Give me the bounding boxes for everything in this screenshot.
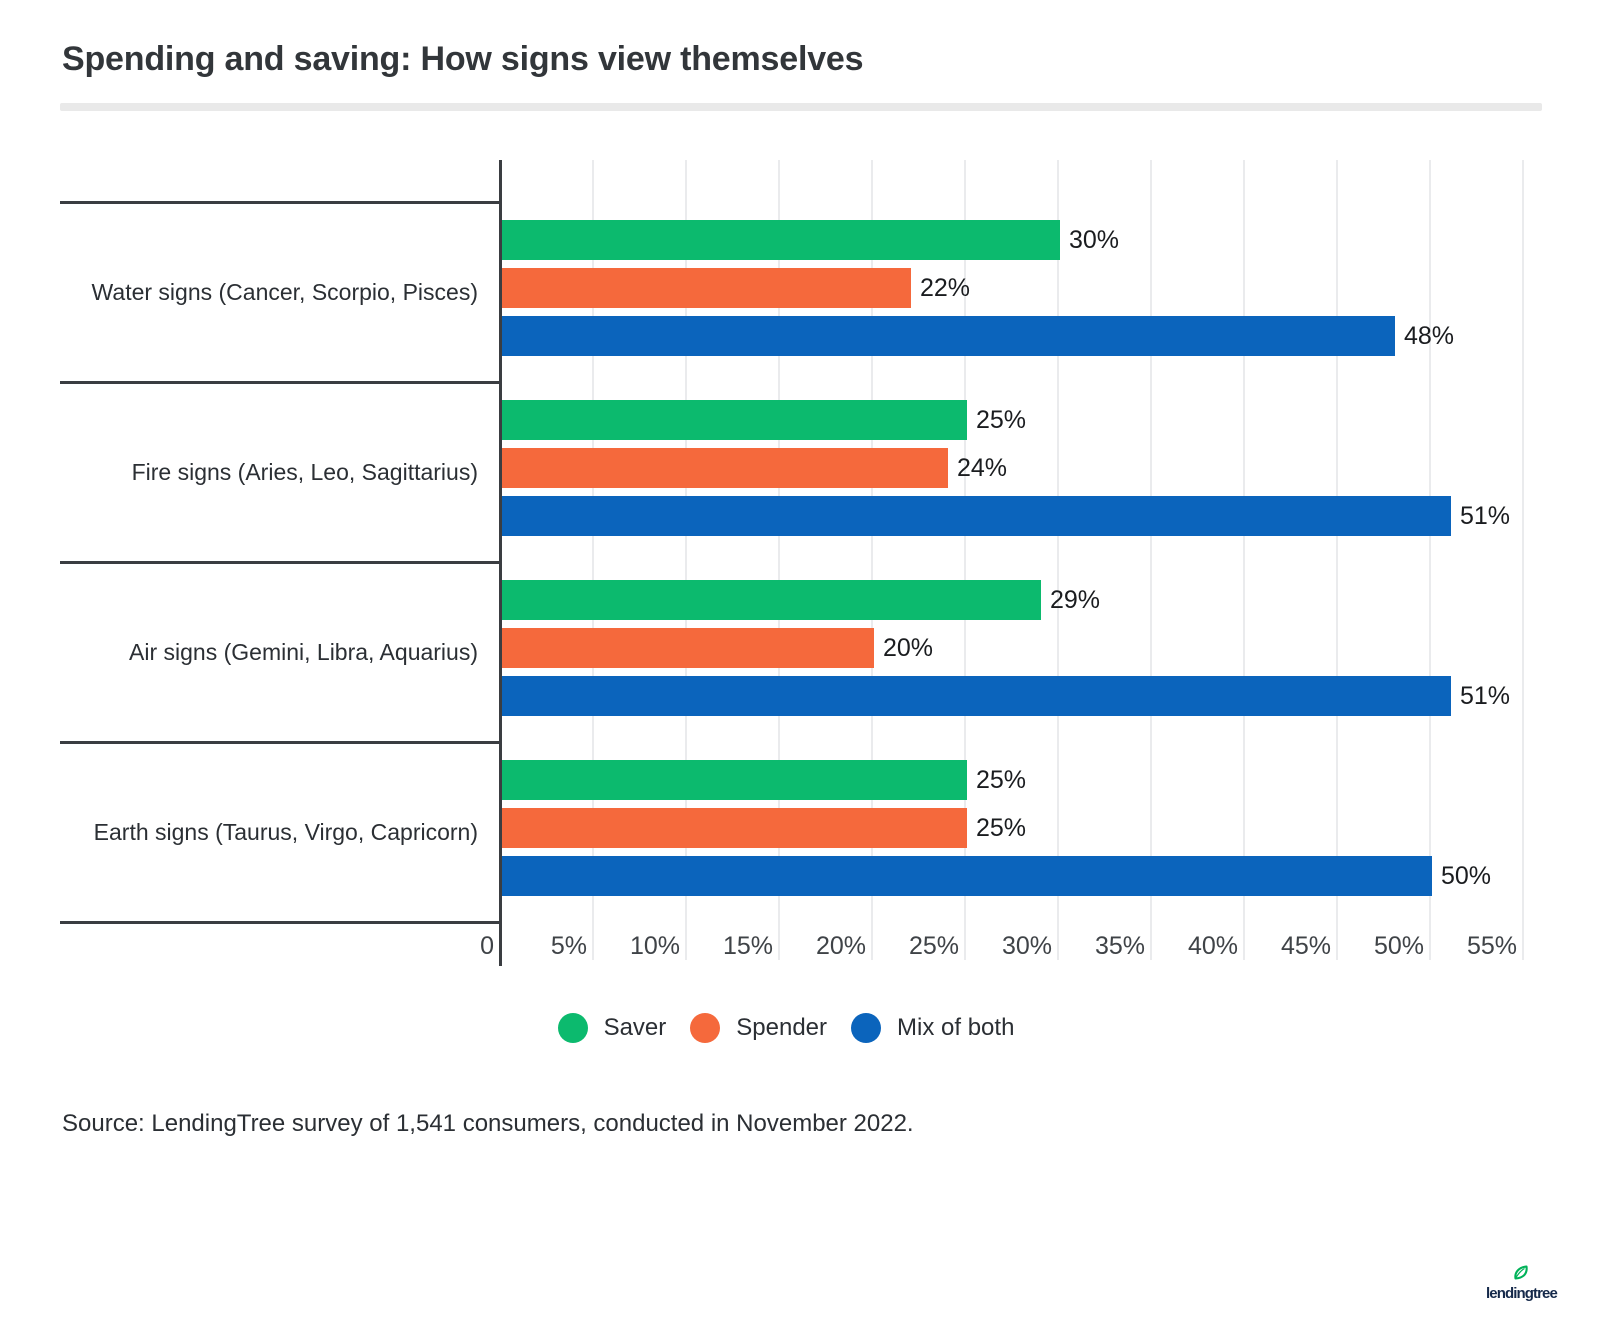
gridline [1522, 160, 1524, 960]
bar-value-label: 25% [976, 813, 1027, 842]
x-tick-label: 20% [815, 932, 866, 960]
gridline [964, 160, 966, 960]
y-axis-line [499, 160, 502, 966]
grouped-bar-chart: Water signs (Cancer, Scorpio, Pisces) 30%… [60, 150, 1600, 985]
title-divider [60, 103, 1542, 111]
gridline [1243, 160, 1245, 960]
legend-item: Spender [690, 1013, 827, 1043]
gridline [778, 160, 780, 960]
source-note: Source: LendingTree survey of 1,541 cons… [62, 1110, 914, 1137]
bar-value-label: 20% [883, 633, 934, 662]
bar-mix-of-both [502, 856, 1432, 896]
bar-value-label: 30% [1069, 225, 1120, 254]
row-divider [60, 201, 500, 204]
legend-dot-icon [690, 1013, 721, 1043]
row-divider [60, 381, 500, 384]
legend-label: Mix of both [897, 1014, 1015, 1041]
bar-spender [502, 808, 967, 848]
category-label: Fire signs (Aries, Leo, Sagittarius) [131, 458, 478, 485]
bar-saver [502, 580, 1041, 620]
gridline [1336, 160, 1338, 960]
gridline [592, 160, 594, 960]
bar-mix-of-both [502, 496, 1451, 536]
x-tick-label: 50% [1373, 932, 1424, 960]
bar-value-label: 24% [957, 453, 1008, 482]
bar-value-label: 51% [1460, 681, 1511, 710]
bar-saver [502, 400, 967, 440]
x-tick-label: 15% [722, 932, 773, 960]
gridline [1057, 160, 1059, 960]
gridline [685, 160, 687, 960]
bar-value-label: 51% [1460, 501, 1511, 530]
legend-dot-icon [557, 1013, 588, 1043]
bar-value-label: 48% [1404, 321, 1455, 350]
lendingtree-logo: lendingtree [1486, 1262, 1576, 1312]
category-label: Earth signs (Taurus, Virgo, Capricorn) [93, 818, 478, 845]
bar-value-label: 22% [920, 273, 971, 302]
row-divider [60, 741, 500, 744]
bar-mix-of-both [502, 316, 1395, 356]
bar-mix-of-both [502, 676, 1451, 716]
row-divider [60, 561, 500, 564]
chart-title: Spending and saving: How signs view them… [62, 40, 864, 78]
bar-value-label: 29% [1050, 585, 1101, 614]
bar-spender [502, 448, 948, 488]
x-tick-label: 0 [480, 932, 494, 960]
bar-value-label: 50% [1441, 861, 1492, 890]
bar-spender [502, 628, 874, 668]
bar-spender [502, 268, 911, 308]
logo-text: lendingtree [1486, 1285, 1558, 1302]
x-tick-label: 30% [1001, 932, 1052, 960]
x-tick-label: 55% [1466, 932, 1517, 960]
bar-value-label: 25% [976, 765, 1027, 794]
x-tick-label: 10% [629, 932, 680, 960]
legend-label: Saver [603, 1014, 667, 1041]
legend-label: Spender [736, 1014, 828, 1041]
legend-item: Saver [557, 1013, 667, 1043]
legend-dot-icon [851, 1013, 882, 1043]
legend-item: Mix of both [851, 1013, 1014, 1043]
leaf-icon [1514, 1265, 1528, 1280]
gridline [871, 160, 873, 960]
x-tick-label: 25% [908, 932, 959, 960]
x-tick-label: 35% [1094, 932, 1145, 960]
row-divider [60, 921, 500, 924]
gridline [1150, 160, 1152, 960]
category-label: Water signs (Cancer, Scorpio, Pisces) [91, 278, 478, 305]
bar-value-label: 25% [976, 405, 1027, 434]
x-tick-label: 45% [1280, 932, 1331, 960]
bar-saver [502, 760, 967, 800]
x-tick-label: 5% [550, 932, 587, 960]
bar-saver [502, 220, 1060, 260]
chart-legend: Saver Spender Mix of both [0, 1013, 1586, 1043]
x-tick-label: 40% [1187, 932, 1238, 960]
gridline [1429, 160, 1431, 960]
category-label: Air signs (Gemini, Libra, Aquarius) [129, 638, 478, 665]
